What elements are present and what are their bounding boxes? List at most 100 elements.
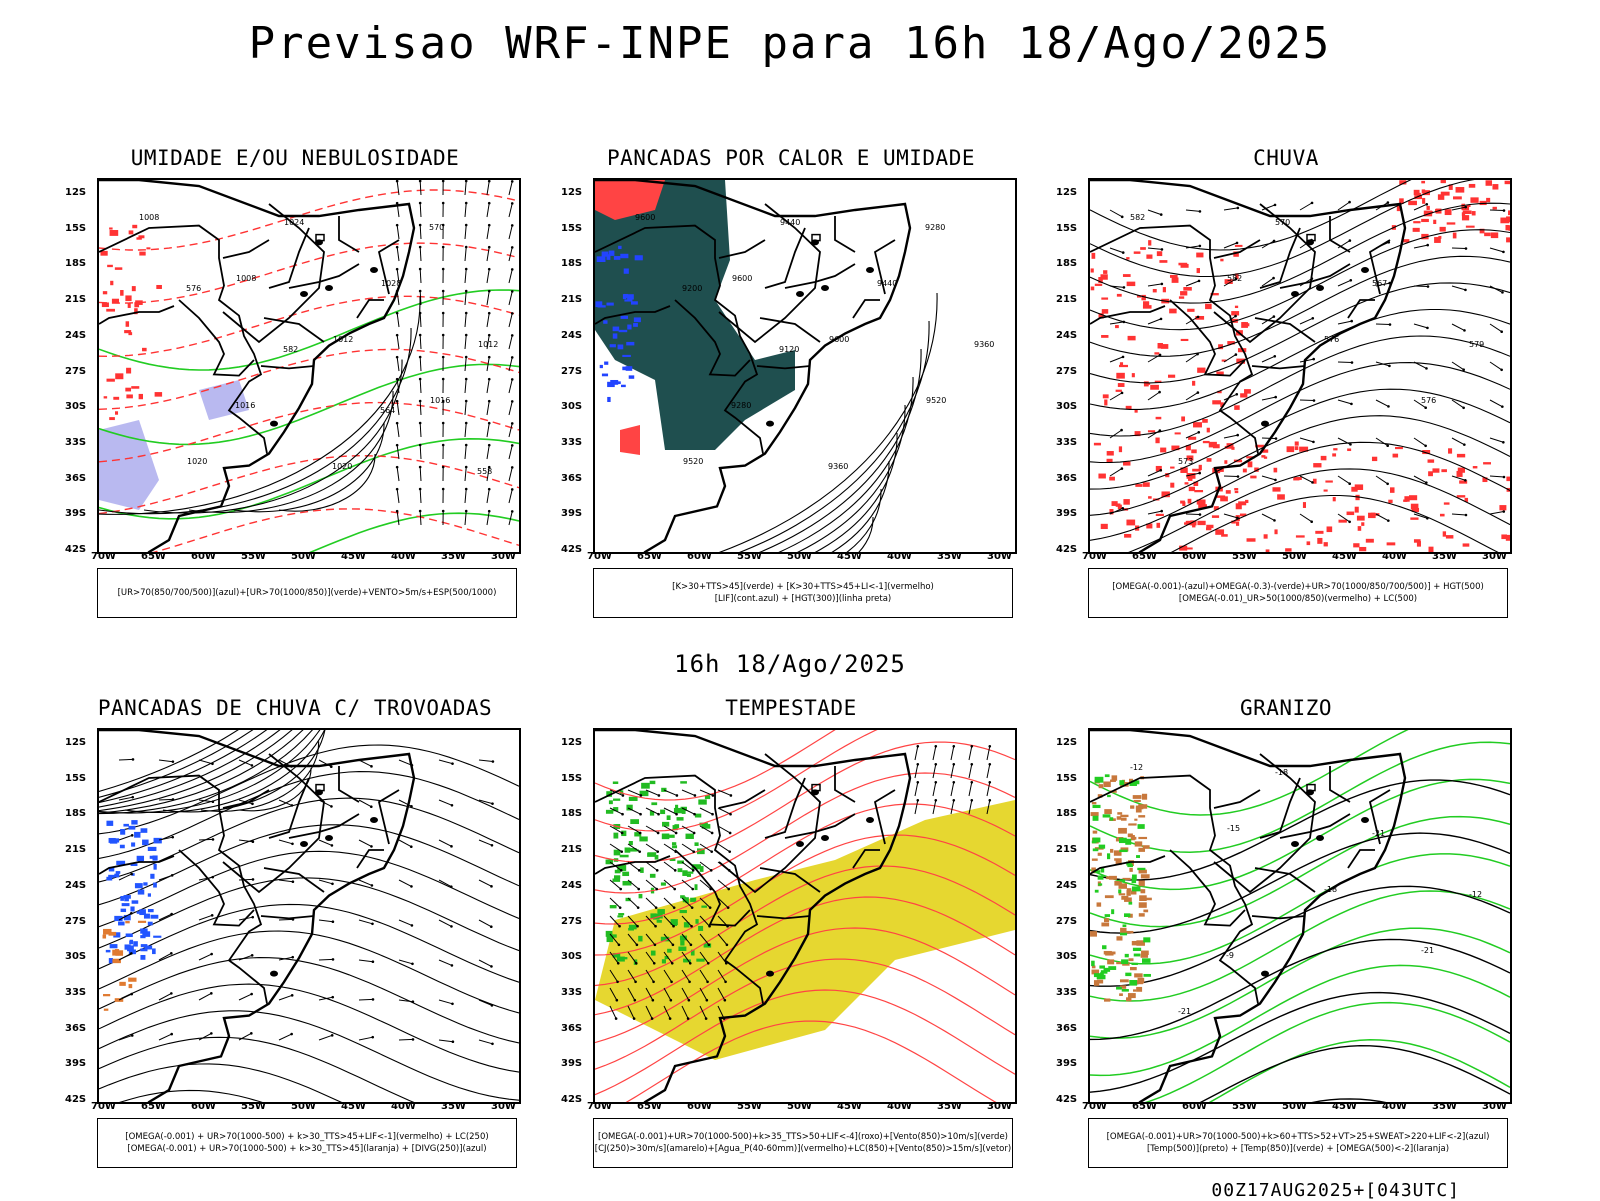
rain-area: [1448, 448, 1452, 453]
streamline-250: [99, 730, 372, 815]
wind-vector-850: [969, 782, 972, 796]
strong-wind-850: [661, 788, 666, 792]
divergence-area: [134, 832, 140, 838]
omega500-area: [1091, 812, 1099, 816]
omega500-area: [1132, 837, 1136, 840]
divergence-area: [114, 874, 119, 878]
strong-wind-850: [694, 842, 698, 846]
streamline-arrow: [319, 800, 331, 806]
rain-area: [1154, 352, 1159, 354]
strong-wind-850: [613, 781, 618, 784]
wind-vector-850-head: [638, 850, 641, 853]
streamline-arrow: [359, 999, 373, 1000]
state-border: [261, 916, 314, 918]
streamline-arrow-head: [1273, 355, 1276, 358]
lon-tick-label: 60W: [191, 551, 216, 562]
omega500-area: [1135, 841, 1143, 846]
wind-vector-850-head: [916, 763, 919, 766]
streamline-arrow: [1224, 435, 1238, 438]
streamline-arrow: [1376, 400, 1388, 406]
streamline-arrow-head: [210, 992, 213, 995]
divergence-area: [139, 909, 146, 915]
wind-vector-head: [511, 224, 514, 227]
streamline-arrow: [1110, 469, 1122, 476]
wind-vector-850-head: [634, 999, 637, 1002]
rain-area: [1132, 373, 1135, 377]
lat-tick-label: 12S: [65, 737, 86, 748]
lat-tick-label: 18S: [65, 258, 86, 269]
omega500-area: [1120, 979, 1129, 982]
strong-wind-850: [639, 894, 643, 898]
rain-area: [1153, 289, 1157, 292]
lat-tick-label: 24S: [1056, 330, 1077, 341]
wind-vector: [420, 445, 421, 459]
rain-area: [1444, 502, 1450, 504]
rain-area: [1453, 233, 1457, 239]
wind-vector: [509, 291, 512, 305]
streamline-arrow-head: [412, 1000, 415, 1003]
streamline-arrow: [359, 880, 372, 885]
wind-vector: [487, 313, 489, 327]
streamline-arrow-head: [132, 758, 135, 761]
streamline-arrow-head: [1348, 520, 1351, 523]
streamline-arrow-head: [250, 1032, 253, 1035]
rain-area: [1508, 225, 1510, 231]
lon-tick-label: 40W: [887, 1101, 912, 1112]
wind-vector-head: [442, 312, 445, 315]
map-canvas: [595, 730, 1015, 1102]
streamline-arrow: [1490, 248, 1503, 252]
streamline-arrow: [1224, 514, 1237, 518]
wind-vector-head: [396, 444, 399, 447]
wind-vector-head: [465, 400, 468, 403]
wind-vector-850-head: [970, 745, 973, 748]
streamline-arrow-head: [1121, 467, 1124, 470]
wind-vector-850: [933, 782, 936, 796]
wind-vector-850-head: [640, 794, 643, 797]
streamline-arrow-head: [451, 762, 454, 765]
wind-vector-850-head: [619, 906, 622, 909]
wind-vector: [509, 489, 512, 503]
thickness-dots: [124, 330, 131, 333]
rain-area: [1112, 501, 1118, 506]
streamline-arrow: [1224, 355, 1236, 362]
strong-wind-850: [674, 824, 679, 828]
omega500-area: [1133, 989, 1136, 991]
lat-tick-label: 21S: [561, 294, 582, 305]
rain-area: [1395, 447, 1403, 449]
wind-vector: [465, 489, 466, 503]
streamline-arrow-head: [1197, 391, 1200, 394]
wind-vector-850-head: [634, 980, 637, 983]
omega500-area: [1105, 895, 1114, 898]
wind-vector-850-head: [705, 1017, 708, 1020]
lat-tick-label: 21S: [561, 844, 582, 855]
temp850-dots: [1125, 954, 1129, 957]
rain-area: [1199, 465, 1202, 470]
streamline-arrow-head: [131, 834, 134, 837]
wind-vector: [420, 401, 421, 415]
lif-contour: [635, 255, 643, 260]
wind-vector-head: [442, 488, 445, 491]
rain-area: [1146, 254, 1152, 258]
wind-vector: [509, 269, 512, 283]
temp850-dots: [1095, 890, 1099, 893]
streamline-arrow-head: [1387, 519, 1390, 522]
wind-vector-head: [465, 422, 468, 425]
wind-vector: [509, 467, 512, 481]
wind-vector-head: [442, 202, 445, 205]
rain-area: [1220, 496, 1228, 501]
lat-tick-label: 24S: [561, 330, 582, 341]
streamline-arrow: [1186, 514, 1200, 515]
strong-wind-850: [662, 822, 669, 827]
rain-area: [1333, 497, 1336, 501]
wind-vector-850-head: [727, 888, 730, 891]
temp850-dots: [1118, 889, 1121, 893]
lake: [370, 267, 378, 273]
omega500-area: [1134, 819, 1137, 821]
streamline-arrow-head: [410, 805, 413, 808]
streamline-arrow-head: [450, 885, 453, 888]
lat-tick-label: 39S: [1056, 1058, 1077, 1069]
divergence-area: [154, 864, 157, 870]
temp850-dots: [1136, 855, 1140, 858]
divergence-area: [133, 941, 138, 946]
